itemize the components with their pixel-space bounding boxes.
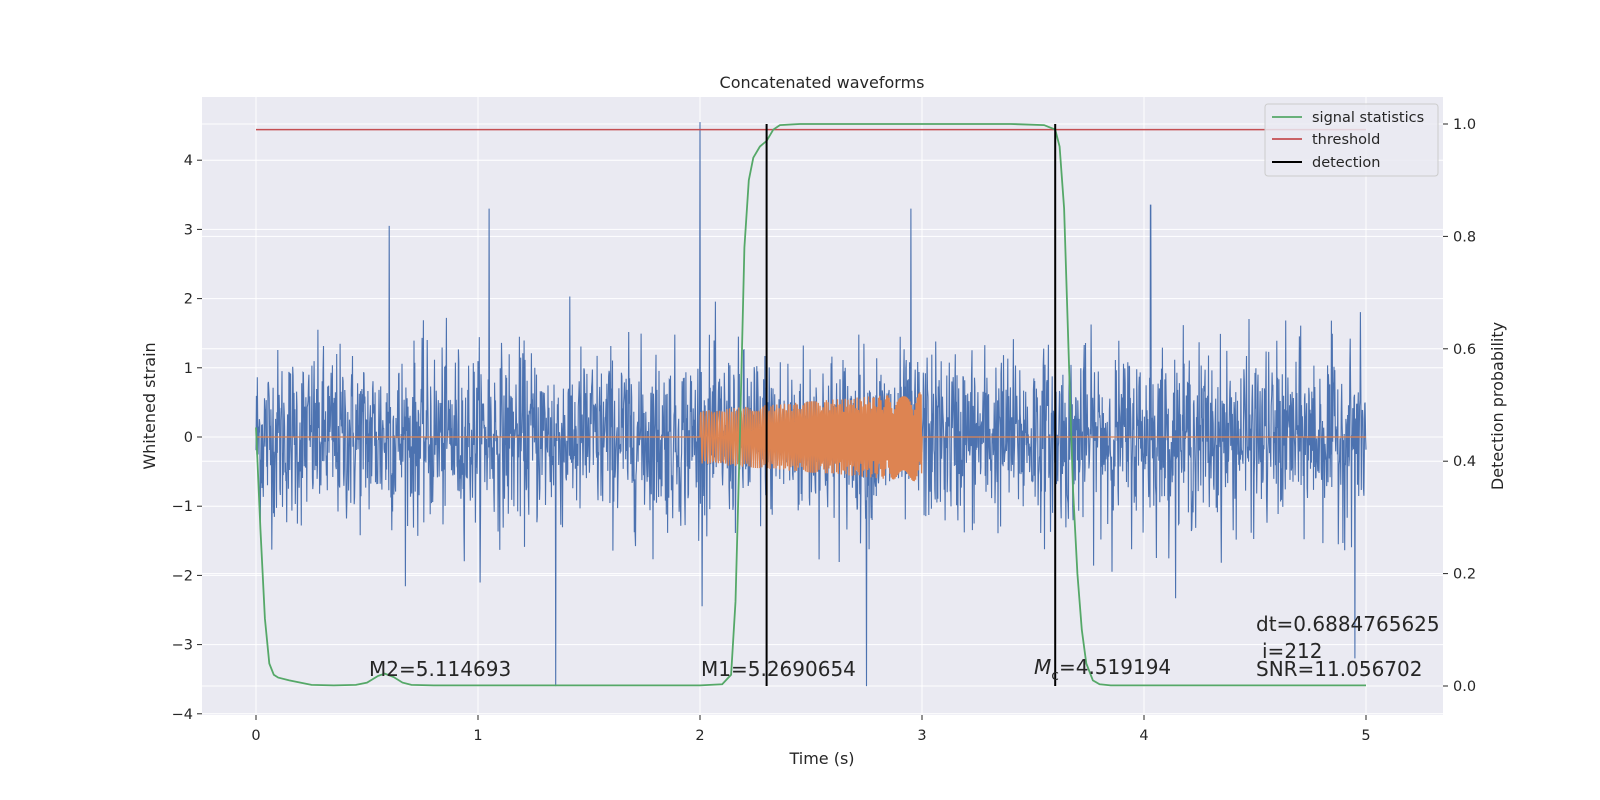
annotation-mc: Mc=4.519194 (1034, 655, 1171, 684)
legend-label-detection: detection (1312, 155, 1380, 171)
legend-box (1264, 103, 1439, 177)
x-tick-label-0: 0 (251, 728, 260, 744)
x-axis-label: Time (s) (788, 749, 854, 768)
annotation-i: i=212 (1262, 639, 1323, 663)
x-tick-label-2: 2 (695, 728, 704, 744)
y2-tick-label-3: 0.6 (1453, 342, 1476, 358)
signal-line (256, 392, 1366, 482)
y-tick-label-1: −3 (172, 638, 193, 654)
y2-tick-label-4: 0.8 (1453, 229, 1476, 245)
annotations: M2=5.114693 M1=5.2690654 Mc=4.519194 dt=… (369, 612, 1440, 684)
y-tick-label-3: −1 (172, 499, 193, 515)
y-tick-label-7: 3 (184, 222, 193, 238)
probability-series (255, 123, 1366, 687)
annotation-snr: SNR=11.056702 (1256, 657, 1422, 681)
y2-tick-label-0: 0.0 (1453, 679, 1476, 695)
x-tick-label-5: 5 (1361, 728, 1370, 744)
annotation-m1: M1=5.2690654 (701, 657, 856, 681)
y2-axis-label: Detection probability (1488, 322, 1507, 490)
y-tick-label-8: 4 (184, 153, 193, 169)
y-tick-label-2: −2 (172, 568, 193, 584)
x-tick-label-1: 1 (473, 728, 482, 744)
y2-tick-label-5: 1.0 (1453, 117, 1476, 133)
x-tick-label-4: 4 (1139, 728, 1148, 744)
y2-tick-label-2: 0.4 (1453, 454, 1476, 470)
y-tick-label-0: −4 (172, 707, 193, 723)
legend-label-threshold: threshold (1312, 132, 1380, 148)
y-tick-label-6: 2 (184, 292, 193, 308)
annotation-mc-value: =4.519194 (1059, 655, 1171, 679)
annotation-mc-symbol: M (1034, 655, 1051, 679)
legend-label-statistics: signal statistics (1312, 110, 1424, 126)
annotation-mc-sub: c (1051, 668, 1059, 684)
annotation-dt: dt=0.6884765625 (1256, 612, 1440, 636)
y-tick-label-4: 0 (184, 430, 193, 446)
y-tick-label-5: 1 (184, 361, 193, 377)
signal-statistics-line (255, 123, 1366, 687)
y-axis-label: Whitened strain (140, 342, 159, 469)
legend: signal statistics threshold detection (1264, 103, 1439, 177)
chart-title: Concatenated waveforms (720, 73, 925, 92)
annotation-m2: M2=5.114693 (369, 657, 511, 681)
signal-series (256, 392, 1366, 482)
x-tick-label-3: 3 (917, 728, 926, 744)
ticks: 0 1 2 3 4 5 −4 −3 −2 −1 0 1 2 3 4 0.0 0.2 0.4 0.6 0.8 1.0 (172, 117, 1476, 744)
y2-tick-label-1: 0.2 (1453, 567, 1476, 583)
